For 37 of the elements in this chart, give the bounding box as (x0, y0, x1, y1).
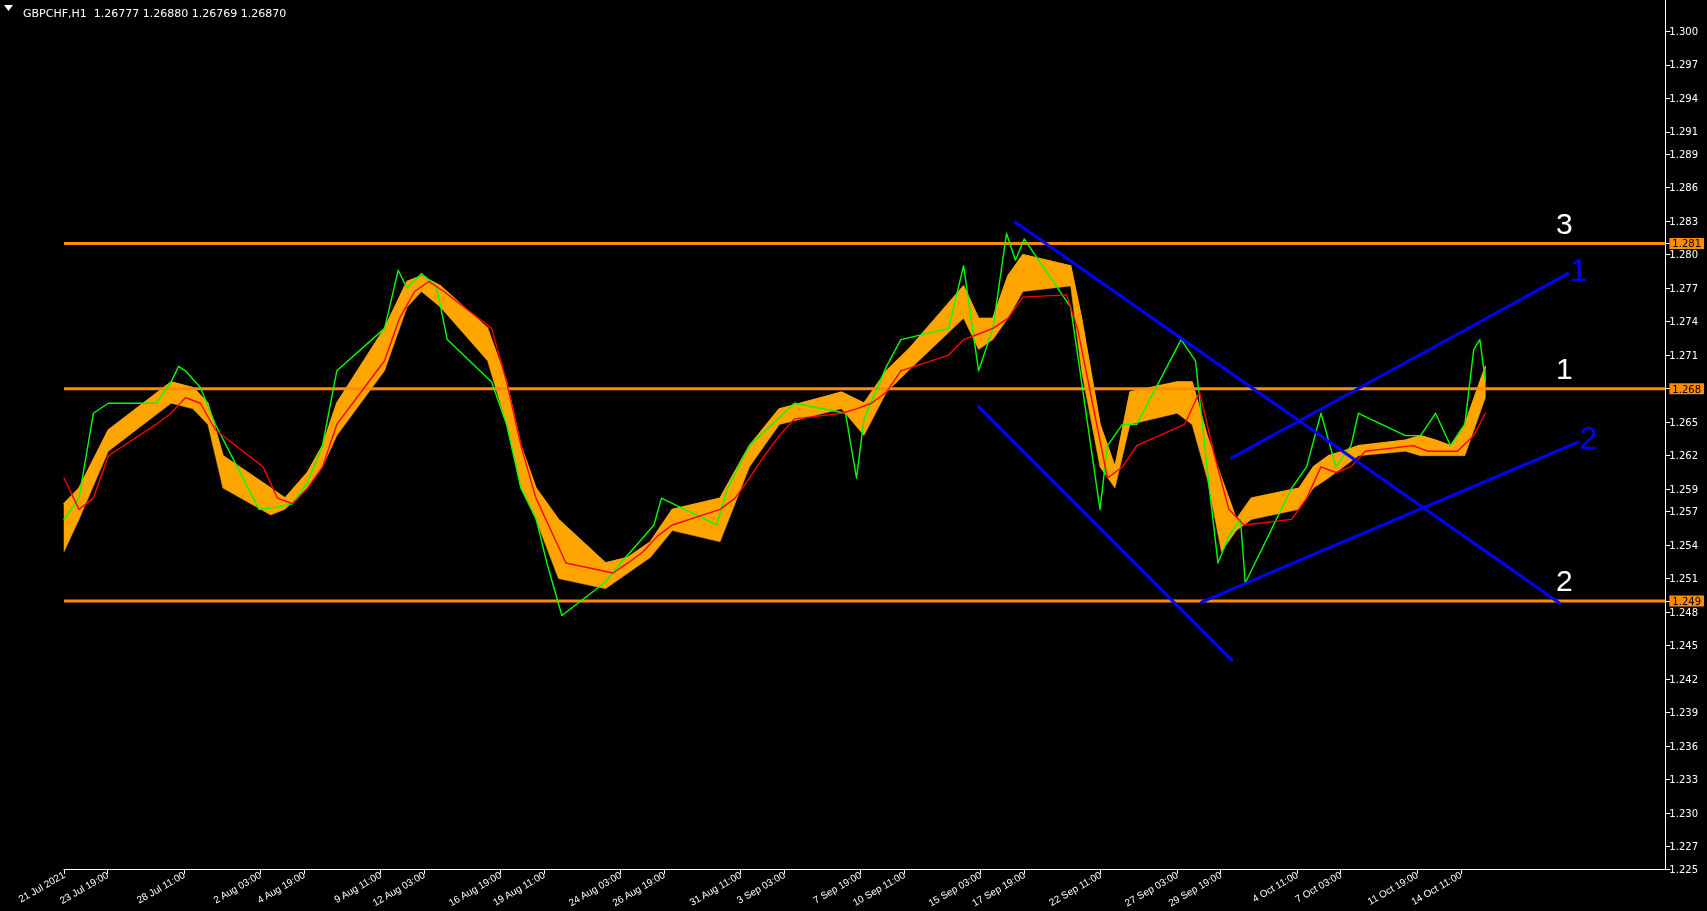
y-tick-label: 1.227 (1669, 841, 1699, 853)
y-tick-label: 1.265 (1669, 416, 1699, 428)
x-tick-label: 28 Jul 11:00 (134, 869, 188, 906)
y-tick-label: 1.268 (1672, 383, 1702, 395)
y-tick-label: 1.245 (1669, 640, 1699, 652)
text: GBPCHF,H1 1.26777 1.26880 1.26769 1.26870 (23, 7, 287, 20)
series-label: 2 (1579, 420, 1598, 457)
y-tick-label: 1.289 (1669, 148, 1699, 160)
y-tick-label: 1.249 (1672, 595, 1702, 607)
y-tick-label: 1.280 (1669, 249, 1699, 261)
y-tick-label: 1.297 (1669, 59, 1699, 71)
y-tick-label: 1.274 (1669, 316, 1699, 328)
y-tick-label: 1.286 (1669, 182, 1699, 194)
annotation: 1 (1556, 352, 1573, 386)
y-tick-label: 1.239 (1669, 707, 1699, 719)
y-tick-label: 1.254 (1669, 539, 1699, 551)
y-tick-label: 1.271 (1669, 349, 1699, 361)
y-tick-label: 1.294 (1669, 92, 1699, 104)
y-tick-label: 1.225 (1669, 863, 1699, 875)
y-tick-label: 1.257 (1669, 506, 1699, 518)
annotation: 2 (1556, 564, 1573, 598)
y-tick-label: 1.242 (1669, 673, 1699, 685)
series-label: 1 (1569, 251, 1588, 288)
y-tick-label: 1.233 (1669, 774, 1699, 786)
y-tick-label: 1.262 (1669, 450, 1699, 462)
annotation: 3 (1556, 207, 1573, 240)
y-tick-label: 1.300 (1669, 25, 1699, 37)
y-tick-label: 1.277 (1669, 282, 1699, 294)
x-tick-label: 22 Sep 11:00 (1047, 869, 1104, 909)
y-tick-label: 1.259 (1669, 483, 1699, 495)
y-tick-label: 1.291 (1669, 126, 1699, 138)
y-tick-label: 1.281 (1672, 238, 1702, 250)
y-tick-label: 1.251 (1669, 573, 1699, 585)
y-tick-label: 1.230 (1669, 807, 1699, 819)
y-tick-label: 1.248 (1669, 606, 1699, 618)
y-tick-label: 1.236 (1669, 740, 1699, 752)
y-tick-label: 1.283 (1669, 215, 1699, 227)
